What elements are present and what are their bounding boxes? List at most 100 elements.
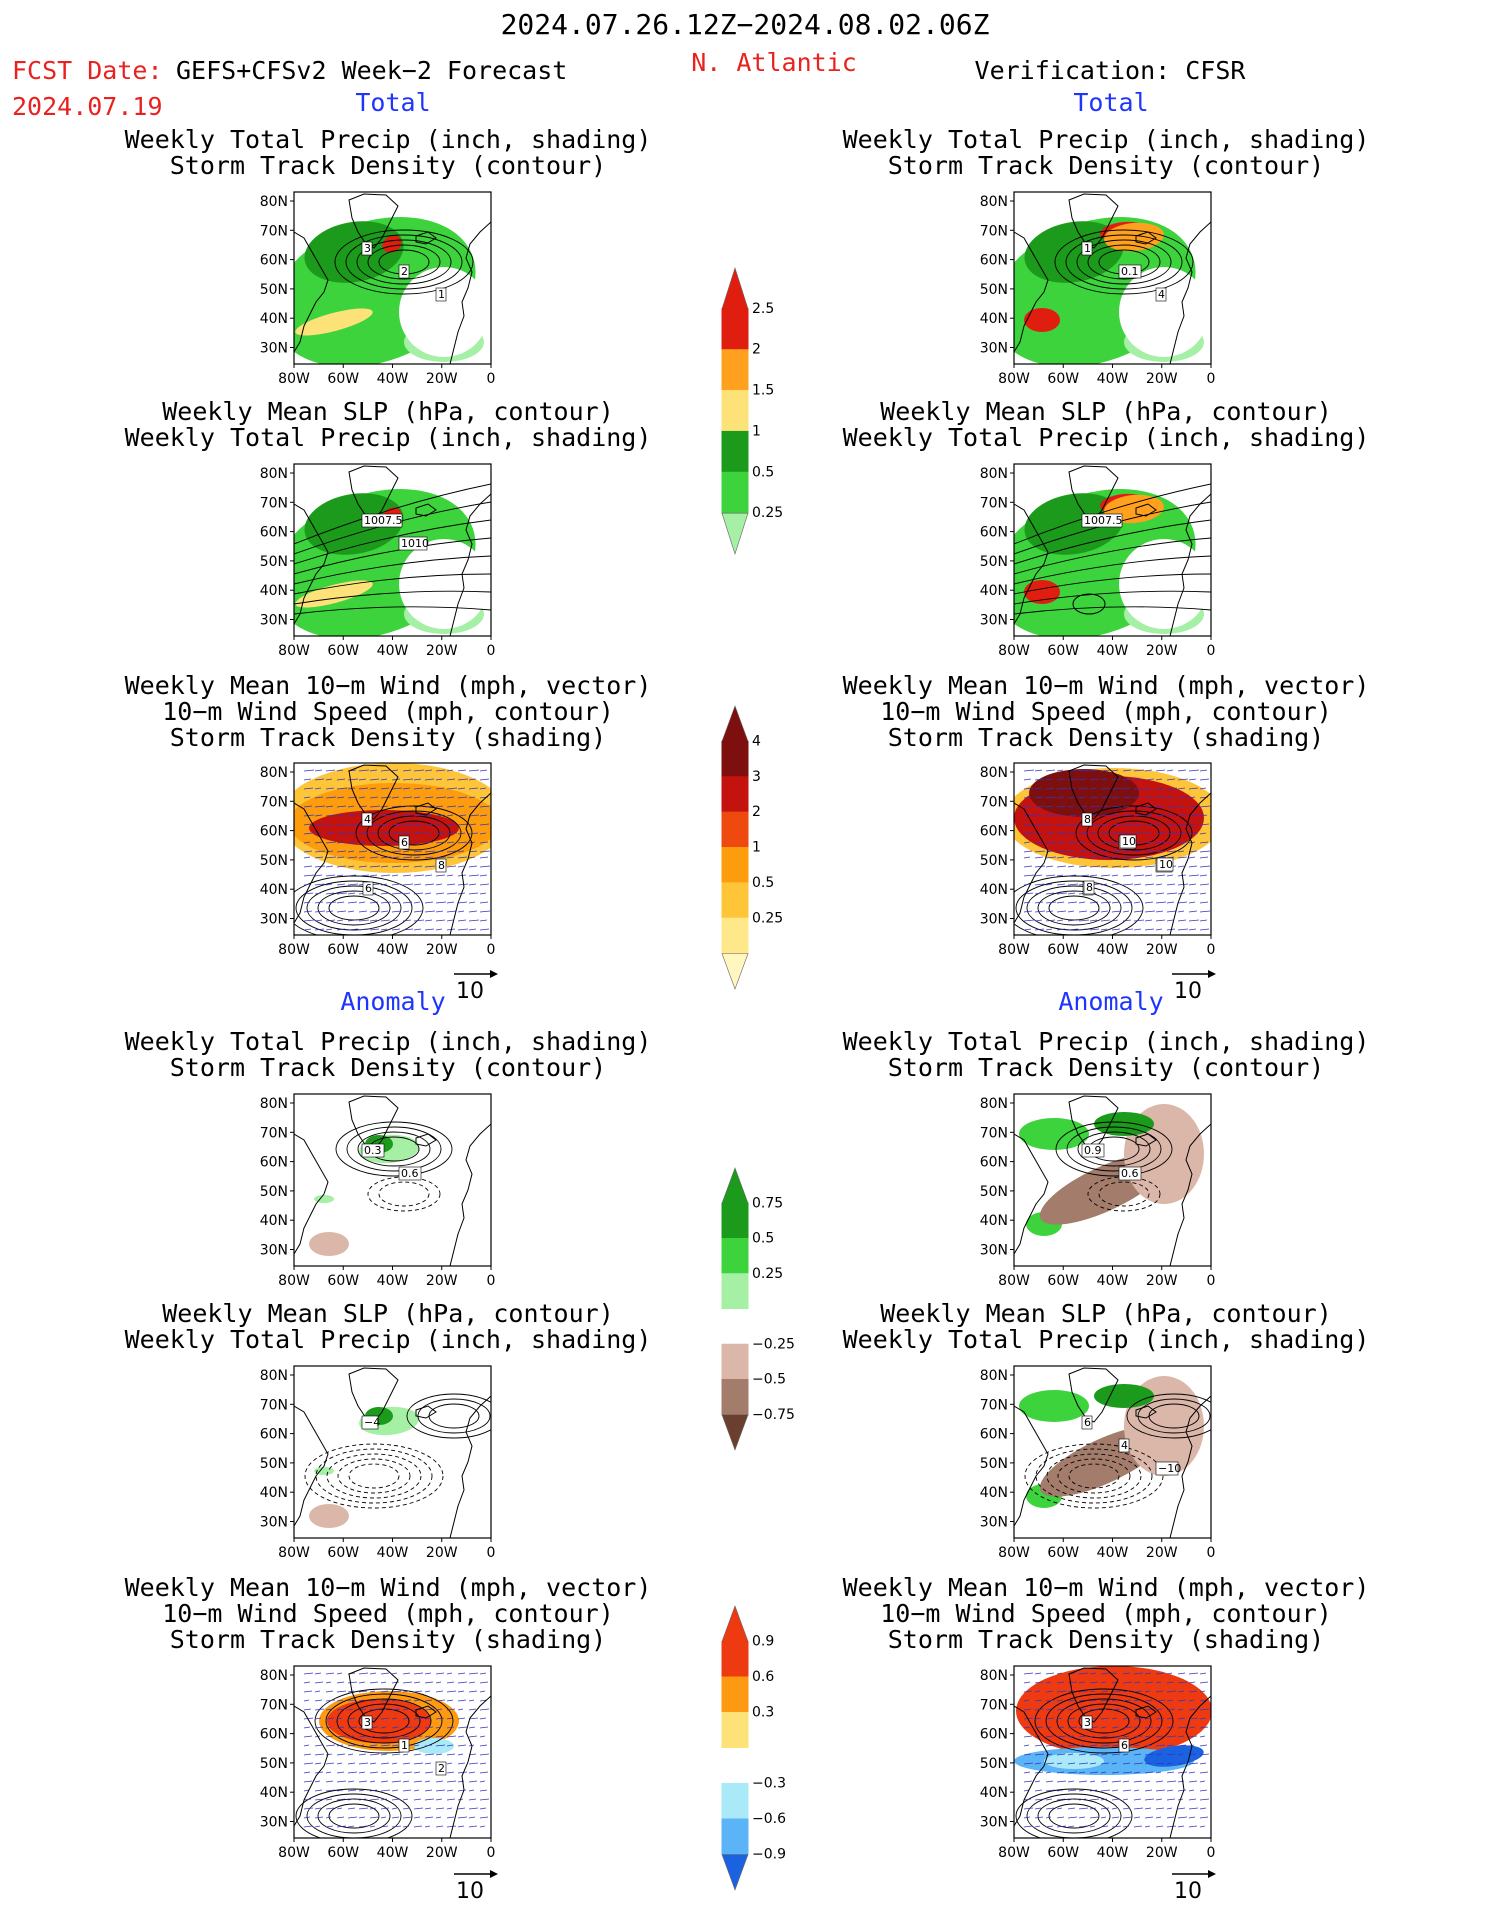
section-total-right: Total	[1073, 88, 1149, 117]
colorbar-tick-label: 0.3	[752, 1705, 774, 1721]
colorbar-tick-label: 1	[752, 840, 761, 856]
longitude-tick-label: 20W	[426, 643, 458, 659]
longitude-tick-label: 20W	[1146, 1273, 1178, 1289]
latitude-tick-label: 50N	[980, 853, 1008, 869]
map-panel: 1 0.1 4 80N 70N 60N 50N 40N 30N 80W 60W 40W 20W 0	[980, 191, 1216, 387]
latitude-tick-label: 40N	[980, 882, 1008, 898]
longitude-tick-label: 40W	[377, 643, 409, 659]
latitude-tick-label: 30N	[980, 1243, 1008, 1259]
latitude-tick-label: 70N	[260, 1697, 288, 1713]
longitude-tick-label: 80W	[278, 942, 310, 958]
panel-caption-line: Weekly Total Precip (inch, shading)	[842, 1325, 1370, 1354]
latitude-tick-label: 30N	[260, 1243, 288, 1259]
colorbar-tick-label: 0.75	[752, 1195, 783, 1211]
longitude-tick-label: 80W	[278, 1545, 310, 1561]
longitude-tick-label: 20W	[1146, 1845, 1178, 1861]
longitude-tick-label: 80W	[278, 1273, 310, 1289]
latitude-tick-label: 60N	[260, 824, 288, 840]
longitude-tick-label: 0	[487, 1845, 496, 1861]
longitude-tick-label: 20W	[426, 1545, 458, 1561]
panel-caption-line: Storm Track Density (shading)	[169, 723, 607, 752]
longitude-tick-label: 0	[1207, 1845, 1216, 1861]
latitude-tick-label: 40N	[260, 311, 288, 327]
contour-label: 6	[365, 882, 372, 895]
latitude-tick-label: 70N	[980, 1697, 1008, 1713]
vector-reference-label: 10	[1174, 979, 1202, 1004]
latitude-tick-label: 30N	[980, 912, 1008, 928]
colorbar-anom-track: 0.9 0.6 0.3 −0.3 −0.6 −0.9	[721, 1605, 786, 1891]
panel-caption-line: Weekly Mean SLP (hPa, contour)	[162, 397, 614, 426]
longitude-tick-label: 0	[1207, 371, 1216, 387]
contour-label: 2	[438, 1762, 445, 1775]
longitude-tick-label: 60W	[327, 643, 359, 659]
longitude-tick-label: 20W	[426, 371, 458, 387]
latitude-tick-label: 30N	[260, 341, 288, 357]
latitude-tick-label: 70N	[260, 495, 288, 511]
map-panel: 3 1 2 80N 70N 60N 50N 40N 30N 80W 60W 40W 20W 0	[260, 1665, 496, 1861]
latitude-tick-label: 60N	[980, 824, 1008, 840]
latitude-tick-label: 30N	[980, 1815, 1008, 1831]
latitude-tick-label: 30N	[260, 613, 288, 629]
latitude-tick-label: 30N	[260, 1815, 288, 1831]
latitude-tick-label: 60N	[980, 1727, 1008, 1743]
latitude-tick-label: 70N	[260, 1125, 288, 1141]
longitude-tick-label: 40W	[1097, 643, 1129, 659]
map-panel: 0.9 0.6 80N 70N 60N 50N 40N 30N 80W 60W 40W 20W 0	[980, 1093, 1216, 1289]
longitude-tick-label: 80W	[998, 643, 1030, 659]
panel-caption-line: Weekly Mean 10−m Wind (mph, vector)	[124, 671, 652, 700]
longitude-tick-label: 60W	[327, 371, 359, 387]
latitude-tick-label: 60N	[260, 253, 288, 269]
latitude-tick-label: 40N	[980, 1213, 1008, 1229]
latitude-tick-label: 70N	[980, 223, 1008, 239]
longitude-tick-label: 20W	[426, 942, 458, 958]
latitude-tick-label: 60N	[980, 525, 1008, 541]
latitude-tick-label: 80N	[980, 765, 1008, 781]
latitude-tick-label: 50N	[260, 853, 288, 869]
longitude-tick-label: 0	[487, 942, 496, 958]
contour-label: 3	[364, 242, 371, 255]
latitude-tick-label: 60N	[260, 1727, 288, 1743]
map-panel: 4 6 8 6 80N 70N 60N 50N 40N 30N 80W 60W 40W 20W 0	[260, 762, 496, 958]
contour-label: 8	[438, 859, 445, 872]
colorbar-tick-label: −0.75	[752, 1407, 795, 1423]
latitude-tick-label: 30N	[980, 1515, 1008, 1531]
longitude-tick-label: 0	[1207, 942, 1216, 958]
latitude-tick-label: 80N	[260, 765, 288, 781]
map-panel: 8101281010880N70N60N50N40N30N80W60W40W20…	[980, 762, 1216, 958]
colorbar-tick-label: −0.6	[752, 1811, 786, 1827]
colorbar-tick-label: 2.5	[752, 301, 774, 317]
contour-label: −10	[1158, 1462, 1181, 1475]
map-panel: 3 6 80N 70N 60N 50N 40N 30N 80W 60W 40W 20W 0	[980, 1665, 1216, 1861]
colorbar-tick-label: −0.5	[752, 1372, 786, 1388]
section-anomaly-right: Anomaly	[1058, 987, 1164, 1016]
longitude-tick-label: 40W	[377, 371, 409, 387]
contour-label: 3	[1084, 1716, 1091, 1729]
latitude-tick-label: 30N	[260, 912, 288, 928]
panel-caption-line: Weekly Mean SLP (hPa, contour)	[162, 1299, 614, 1328]
latitude-tick-label: 50N	[260, 1756, 288, 1772]
latitude-tick-label: 40N	[980, 1785, 1008, 1801]
latitude-tick-label: 30N	[980, 613, 1008, 629]
longitude-tick-label: 0	[1207, 1273, 1216, 1289]
longitude-tick-label: 80W	[278, 371, 310, 387]
longitude-tick-label: 80W	[998, 371, 1030, 387]
contour-label: 10	[1122, 835, 1136, 848]
panel-caption-line: 10−m Wind Speed (mph, contour)	[162, 697, 614, 726]
contour-label: 6	[401, 836, 408, 849]
longitude-tick-label: 80W	[278, 1845, 310, 1861]
panel-caption-line: 10−m Wind Speed (mph, contour)	[880, 697, 1332, 726]
colorbar-tick-label: 4	[752, 733, 761, 749]
longitude-tick-label: 40W	[1097, 1273, 1129, 1289]
contour-label: 1007.5	[1084, 514, 1123, 527]
map-panel: 0.3 0.6 80N 70N 60N 50N 40N 30N 80W 60W 40W 20W 0	[260, 1093, 495, 1289]
longitude-tick-label: 20W	[1146, 643, 1178, 659]
latitude-tick-label: 40N	[980, 311, 1008, 327]
longitude-tick-label: 40W	[1097, 1545, 1129, 1561]
map-panel: −4 80N 70N 60N 50N 40N 30N 80W 60W 40W 20W 0	[260, 1365, 495, 1561]
longitude-tick-label: 40W	[377, 1845, 409, 1861]
longitude-tick-label: 60W	[1047, 1845, 1079, 1861]
latitude-tick-label: 50N	[980, 1456, 1008, 1472]
colorbar-tick-label: −0.9	[752, 1847, 786, 1863]
latitude-tick-label: 70N	[260, 223, 288, 239]
latitude-tick-label: 40N	[260, 583, 288, 599]
